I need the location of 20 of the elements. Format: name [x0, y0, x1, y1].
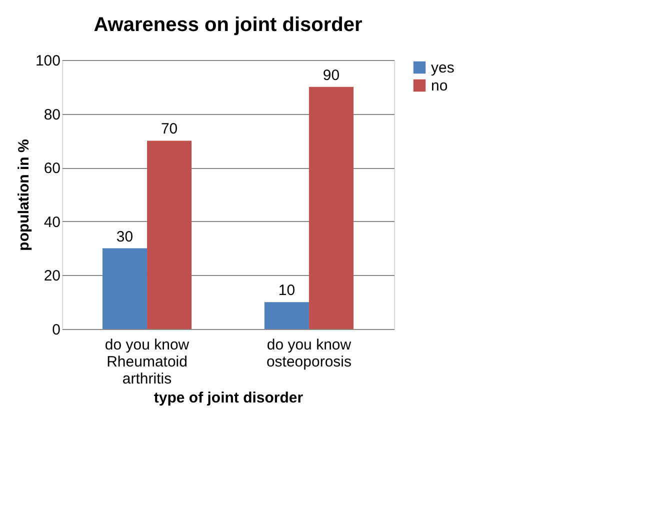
y-axis-title: population in % [15, 139, 32, 251]
x-tick-label: do you know osteoporosis [266, 336, 352, 370]
y-tick-label: 100 [35, 52, 60, 70]
data-label: 10 [278, 282, 296, 300]
y-tick-label: 40 [44, 214, 60, 231]
y-tick-label: 60 [44, 160, 60, 178]
legend-label: yes [431, 60, 454, 76]
y-tick-label: 80 [44, 106, 60, 124]
data-label: 90 [322, 66, 340, 84]
bar [308, 86, 354, 329]
legend-label: no [431, 78, 448, 94]
data-label: 30 [116, 228, 134, 246]
bar [102, 248, 148, 329]
y-tick-label: 0 [52, 322, 60, 338]
y-tick-label: 20 [44, 268, 60, 285]
x-axis-title: type of joint disorder [154, 390, 304, 406]
chart-title: Awareness on joint disorder [94, 14, 363, 36]
bar [264, 302, 309, 329]
data-label: 70 [160, 120, 178, 138]
bar [147, 140, 192, 329]
